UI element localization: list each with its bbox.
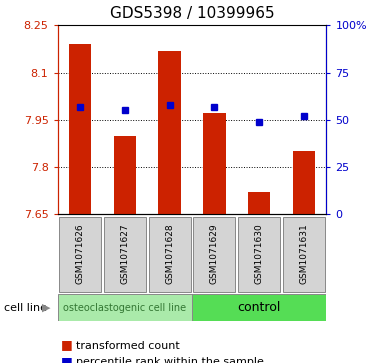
Text: transformed count: transformed count	[76, 340, 180, 351]
Text: ■: ■	[61, 338, 73, 351]
Text: GSM1071626: GSM1071626	[75, 224, 85, 285]
FancyBboxPatch shape	[283, 217, 325, 291]
FancyBboxPatch shape	[58, 294, 192, 321]
FancyBboxPatch shape	[238, 217, 280, 291]
FancyBboxPatch shape	[148, 217, 191, 291]
Text: ■: ■	[61, 355, 73, 363]
FancyBboxPatch shape	[59, 217, 101, 291]
Text: ▶: ▶	[42, 303, 50, 313]
Bar	[248, 192, 270, 214]
Text: GSM1071627: GSM1071627	[120, 224, 129, 285]
Text: GSM1071628: GSM1071628	[165, 224, 174, 285]
FancyBboxPatch shape	[192, 294, 326, 321]
FancyBboxPatch shape	[193, 217, 236, 291]
Text: GSM1071629: GSM1071629	[210, 224, 219, 285]
Text: GSM1071630: GSM1071630	[255, 224, 264, 285]
Bar	[203, 114, 226, 214]
Bar	[114, 135, 136, 214]
Text: osteoclastogenic cell line: osteoclastogenic cell line	[63, 303, 186, 313]
Bar	[69, 44, 91, 214]
Bar	[158, 50, 181, 214]
Text: percentile rank within the sample: percentile rank within the sample	[76, 357, 264, 363]
Bar	[293, 151, 315, 214]
Text: cell line: cell line	[4, 303, 47, 313]
FancyBboxPatch shape	[104, 217, 146, 291]
Text: GSM1071631: GSM1071631	[299, 224, 309, 285]
Text: control: control	[237, 301, 281, 314]
Title: GDS5398 / 10399965: GDS5398 / 10399965	[110, 7, 274, 21]
